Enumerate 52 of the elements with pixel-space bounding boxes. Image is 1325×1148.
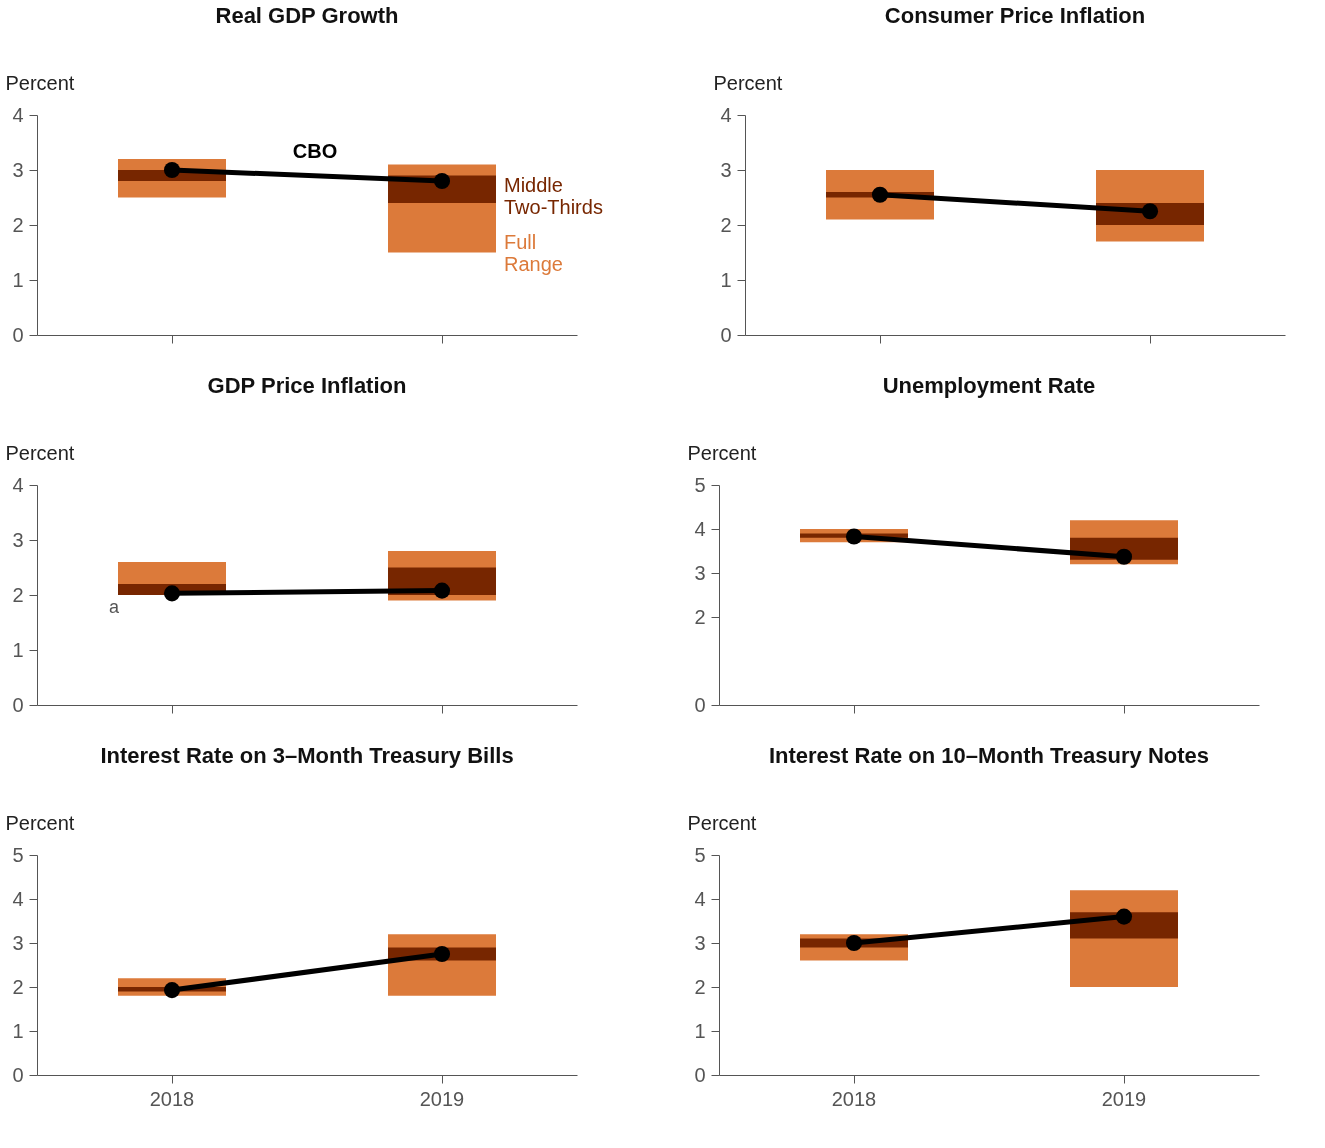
chart-title: Interest Rate on 3–Month Treasury Bills (100, 743, 514, 768)
chart-title: Unemployment Rate (882, 373, 1096, 398)
chart-title: Real GDP Growth (215, 3, 399, 28)
y-tick-label: 0 (694, 693, 706, 716)
y-tick-label: 0 (12, 323, 24, 346)
y-tick-label: 3 (694, 931, 706, 954)
y-axis-title: Percent (5, 441, 75, 464)
y-tick-label: 2 (12, 213, 24, 236)
y-tick-label: 4 (12, 473, 24, 496)
series-label: Middle Two-Thirds (504, 173, 603, 218)
y-tick-label: 2 (694, 605, 706, 628)
x-tick-label: 2018 (831, 1087, 877, 1110)
y-tick-label: 2 (12, 583, 24, 606)
y-tick-label: 4 (720, 103, 732, 126)
y-tick-label: 4 (12, 103, 24, 126)
chart-title: Interest Rate on 10–Month Treasury Notes (768, 743, 1210, 768)
y-tick-label: 4 (694, 517, 706, 540)
y-tick-label: 4 (12, 887, 24, 910)
x-tick-label: 2018 (149, 1087, 195, 1110)
y-tick-label: 5 (694, 843, 706, 866)
y-axis-title: Percent (5, 811, 75, 834)
y-tick-label: 3 (12, 528, 24, 551)
y-tick-label: 5 (694, 473, 706, 496)
y-tick-label: 2 (720, 213, 732, 236)
y-tick-label: 1 (720, 268, 732, 291)
y-tick-label: 0 (694, 1063, 706, 1086)
y-tick-label: 0 (720, 323, 732, 346)
chart-title: Consumer Price Inflation (884, 3, 1146, 28)
y-tick-label: 1 (12, 268, 24, 291)
y-tick-label: 3 (12, 158, 24, 181)
y-tick-label: 1 (12, 1019, 24, 1042)
y-tick-label: 3 (12, 931, 24, 954)
annotation: a (108, 597, 120, 617)
y-tick-label: 0 (12, 693, 24, 716)
y-axis-title: Percent (713, 71, 783, 94)
y-tick-label: 2 (694, 975, 706, 998)
y-axis-title: Percent (687, 441, 757, 464)
y-tick-label: 2 (12, 975, 24, 998)
y-tick-label: 5 (12, 843, 24, 866)
series-label: Full Range (504, 230, 563, 275)
x-tick-label: 2019 (419, 1087, 465, 1110)
y-tick-label: 0 (12, 1063, 24, 1086)
series-label: CBO (292, 140, 338, 162)
y-tick-label: 1 (694, 1019, 706, 1042)
y-axis-title: Percent (687, 811, 757, 834)
y-tick-label: 3 (694, 561, 706, 584)
y-tick-label: 3 (720, 158, 732, 181)
x-tick-label: 2019 (1101, 1087, 1147, 1110)
chart-title: GDP Price Inflation (207, 373, 407, 398)
y-tick-label: 1 (12, 638, 24, 661)
y-axis-title: Percent (5, 71, 75, 94)
y-tick-label: 4 (694, 887, 706, 910)
